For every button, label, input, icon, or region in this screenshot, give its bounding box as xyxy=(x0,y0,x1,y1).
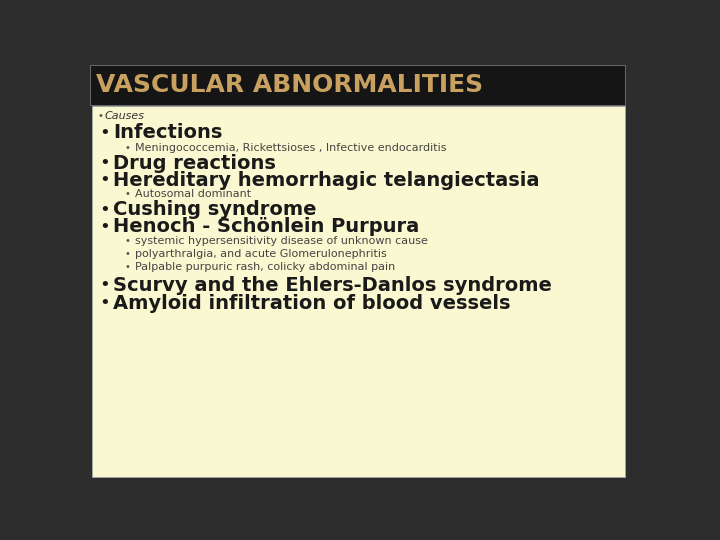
Text: Drug reactions: Drug reactions xyxy=(113,154,276,173)
Text: •: • xyxy=(125,143,131,153)
Text: Henoch - Schönlein Purpura: Henoch - Schönlein Purpura xyxy=(113,217,420,236)
Text: •: • xyxy=(99,218,110,235)
Text: Amyloid infiltration of blood vessels: Amyloid infiltration of blood vessels xyxy=(113,294,510,313)
Text: Infections: Infections xyxy=(113,123,222,142)
Text: •: • xyxy=(98,111,104,122)
Text: •: • xyxy=(125,236,131,246)
Text: •: • xyxy=(99,200,110,219)
Text: •: • xyxy=(99,276,110,294)
Text: polyarthralgia, and acute Glomerulonephritis: polyarthralgia, and acute Glomerulonephr… xyxy=(135,249,387,259)
Text: •: • xyxy=(99,154,110,172)
FancyBboxPatch shape xyxy=(91,106,625,477)
Text: Hereditary hemorrhagic telangiectasia: Hereditary hemorrhagic telangiectasia xyxy=(113,171,540,190)
Text: Cushing syndrome: Cushing syndrome xyxy=(113,200,317,219)
Text: Scurvy and the Ehlers-Danlos syndrome: Scurvy and the Ehlers-Danlos syndrome xyxy=(113,275,552,294)
Text: •: • xyxy=(99,294,110,313)
Text: systemic hypersensitivity disease of unknown cause: systemic hypersensitivity disease of unk… xyxy=(135,236,428,246)
Text: •: • xyxy=(125,262,131,272)
Text: Autosomal dominant: Autosomal dominant xyxy=(135,189,251,199)
Text: •: • xyxy=(99,124,110,141)
Text: Palpable purpuric rash, colicky abdominal pain: Palpable purpuric rash, colicky abdomina… xyxy=(135,262,395,272)
Text: •: • xyxy=(125,249,131,259)
Text: VASCULAR ABNORMALITIES: VASCULAR ABNORMALITIES xyxy=(96,73,483,97)
Text: •: • xyxy=(125,189,131,199)
Text: •: • xyxy=(99,171,110,190)
FancyBboxPatch shape xyxy=(90,65,625,105)
Text: Meningococcemia, Rickettsioses , Infective endocarditis: Meningococcemia, Rickettsioses , Infecti… xyxy=(135,143,446,153)
Text: Causes: Causes xyxy=(104,111,145,122)
